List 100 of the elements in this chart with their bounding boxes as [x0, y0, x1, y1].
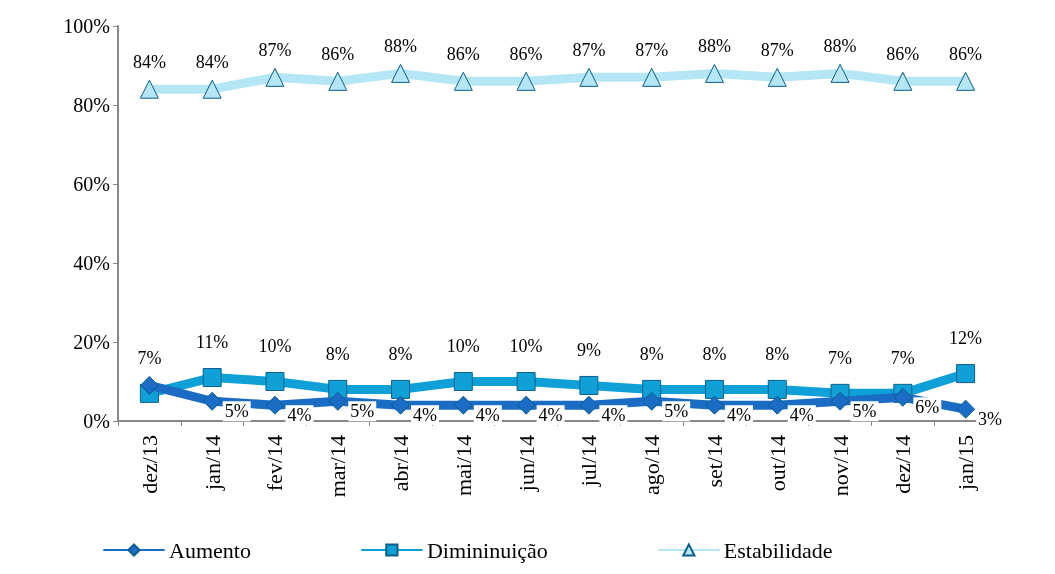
data-label: 7%	[137, 347, 162, 368]
data-label: 4%	[287, 405, 312, 426]
legend-label: Aumento	[169, 537, 251, 563]
data-label: 87%	[572, 39, 606, 60]
point	[139, 79, 159, 99]
y-tick-label: 60%	[73, 173, 110, 195]
x-tick-label: ago/14	[639, 435, 665, 495]
data-label: 7%	[828, 347, 853, 368]
x-tick-label: nov/14	[827, 435, 853, 497]
data-label: 5%	[664, 401, 689, 422]
point	[579, 395, 599, 415]
point	[704, 395, 724, 415]
x-tick-label: fev/14	[262, 435, 288, 492]
x-tick-label: mar/14	[325, 435, 351, 498]
data-label: 88%	[384, 35, 418, 56]
point	[830, 63, 850, 83]
data-label: 86%	[949, 43, 983, 64]
point	[391, 63, 411, 83]
point	[516, 71, 536, 91]
point	[139, 375, 159, 395]
data-label: 87%	[258, 39, 292, 60]
data-label: 8%	[388, 343, 413, 364]
point	[391, 395, 411, 415]
x-tick-label: dez/13	[136, 435, 162, 494]
data-label: 10%	[446, 336, 480, 356]
data-label: 8%	[639, 343, 664, 364]
legend-label: Estabilidade	[723, 537, 833, 563]
data-label: 11%	[196, 332, 229, 353]
data-label: 84%	[132, 51, 166, 72]
data-label: 5%	[224, 401, 249, 422]
point	[202, 368, 222, 388]
data-label: 5%	[350, 401, 375, 422]
data-label: 3%	[978, 409, 1003, 430]
point	[767, 67, 787, 87]
y-tick-label: 40%	[73, 252, 110, 274]
data-label: 4%	[789, 405, 814, 426]
point	[830, 391, 850, 411]
x-tick-label: jan/15	[953, 435, 979, 491]
data-label: 86%	[886, 43, 920, 64]
data-label: 86%	[446, 43, 480, 64]
point	[956, 364, 976, 384]
y-tick-label: 0%	[83, 410, 110, 432]
data-label: 4%	[601, 405, 626, 426]
point	[893, 71, 913, 91]
data-label: 4%	[475, 405, 500, 426]
point	[265, 372, 285, 391]
data-label: 88%	[697, 35, 731, 56]
x-tick-label: jul/14	[576, 435, 602, 488]
data-label: 12%	[949, 328, 983, 349]
point	[265, 395, 285, 415]
point	[767, 379, 787, 399]
y-tick-label: 80%	[73, 94, 110, 116]
data-label: 7%	[890, 347, 915, 368]
x-tick-label: out/14	[764, 435, 790, 492]
data-label: 86%	[321, 43, 355, 64]
data-label: 10%	[258, 336, 292, 356]
point	[956, 399, 976, 419]
x-tick-label: mai/14	[450, 435, 476, 497]
legend-label: Dimininuição	[426, 537, 548, 563]
point	[202, 391, 222, 411]
point	[579, 67, 599, 87]
data-label: 8%	[325, 343, 350, 364]
point	[265, 67, 285, 87]
y-tick-label: 20%	[73, 331, 110, 353]
point	[642, 391, 662, 411]
x-tick-label: dez/14	[890, 435, 916, 494]
data-label: 10%	[509, 336, 543, 356]
data-label: 87%	[635, 39, 669, 60]
point	[453, 372, 473, 391]
point	[516, 395, 536, 415]
x-tick-label: abr/14	[388, 435, 414, 492]
point	[453, 395, 473, 415]
data-label: 4%	[726, 405, 751, 426]
data-label: 88%	[823, 35, 857, 56]
point	[579, 375, 599, 395]
x-tick-label: jun/14	[513, 435, 539, 493]
data-label: 8%	[765, 343, 790, 364]
point	[391, 379, 411, 399]
point	[704, 63, 724, 83]
point	[202, 79, 222, 99]
point	[704, 379, 724, 399]
data-label: 86%	[509, 43, 543, 64]
point	[642, 67, 662, 87]
data-label: 84%	[195, 51, 229, 72]
x-tick-label: jan/14	[199, 435, 225, 491]
point	[328, 391, 348, 411]
data-label: 4%	[413, 405, 438, 426]
x-tick-label: set/14	[701, 435, 727, 488]
data-label: 9%	[576, 339, 601, 360]
point	[328, 71, 348, 91]
data-label: 8%	[702, 343, 727, 364]
point	[956, 71, 976, 91]
data-label: 4%	[538, 405, 563, 426]
data-label: 6%	[915, 397, 940, 418]
data-label: 5%	[852, 401, 877, 422]
y-tick-label: 100%	[63, 15, 110, 37]
point	[453, 71, 473, 91]
point	[767, 395, 787, 415]
data-label: 87%	[760, 39, 794, 60]
point	[516, 372, 536, 391]
